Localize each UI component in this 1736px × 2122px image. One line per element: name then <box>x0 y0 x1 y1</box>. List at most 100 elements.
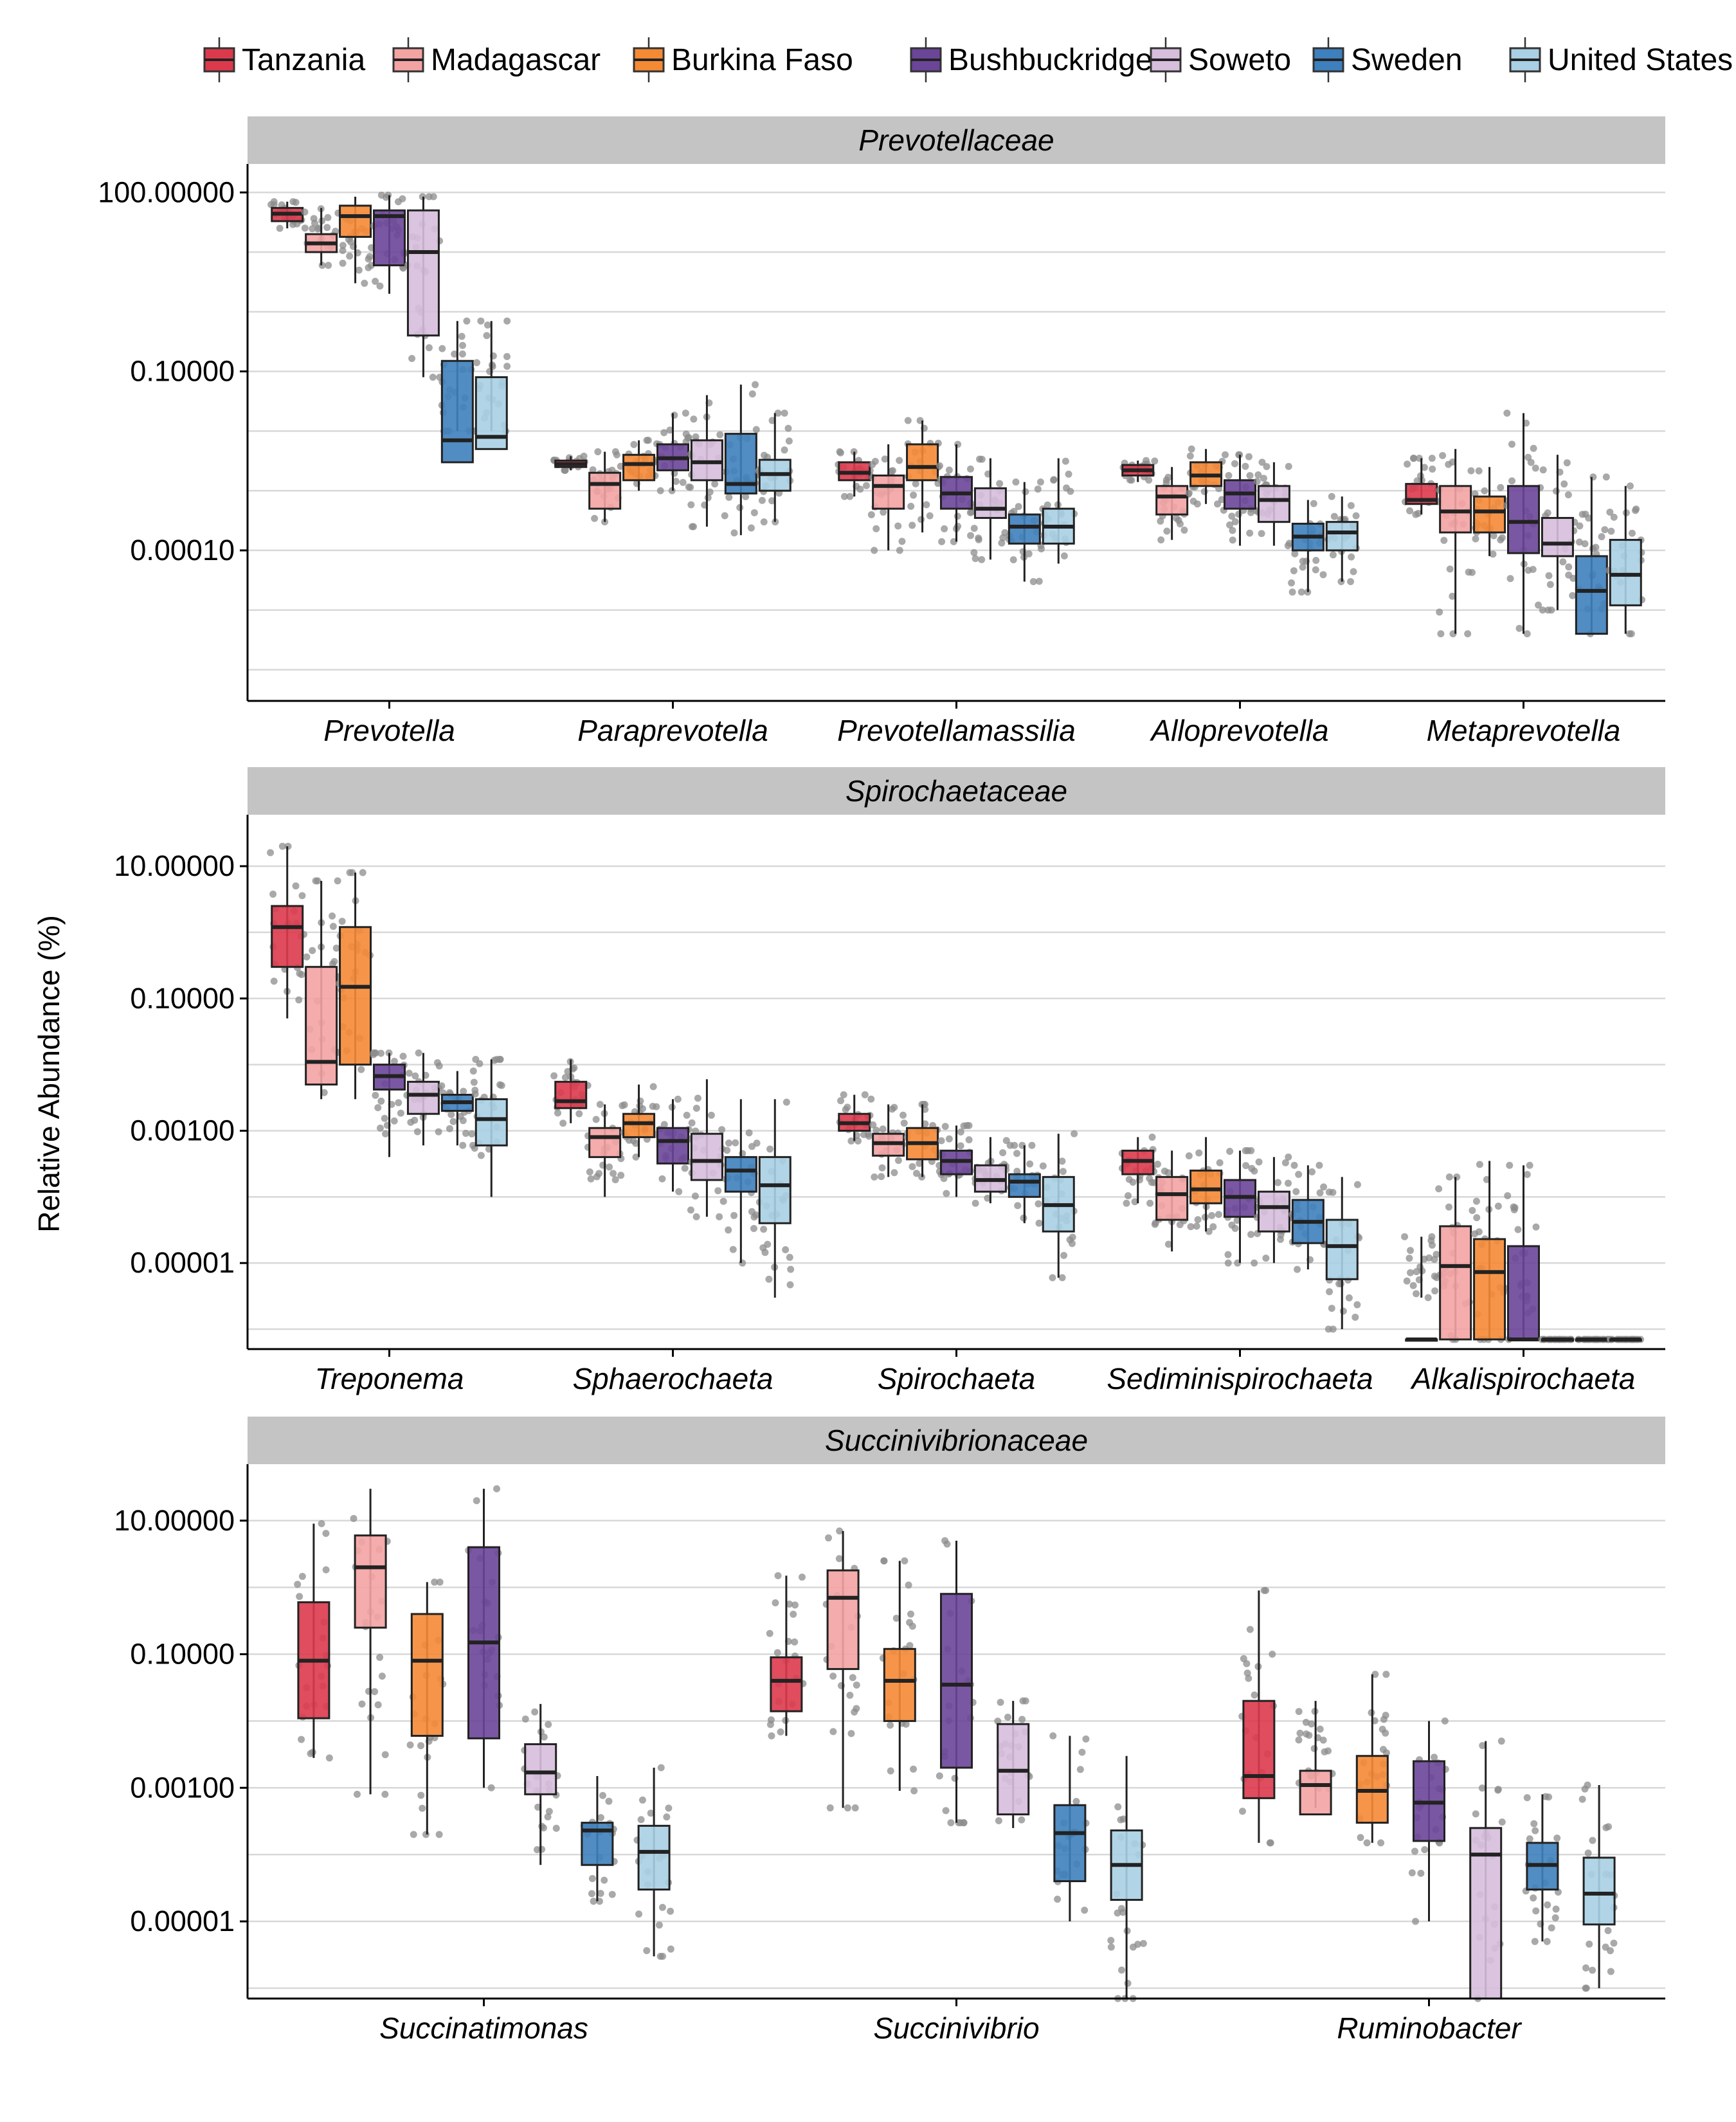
jitter-point <box>1295 1736 1303 1744</box>
y-tick-label: 0.10000 <box>130 982 235 1015</box>
jitter-point <box>725 1139 733 1147</box>
jitter-point <box>891 1169 898 1177</box>
jitter-point <box>1371 1671 1379 1678</box>
jitter-point <box>1214 500 1222 508</box>
jitter-point <box>346 252 354 260</box>
jitter-point <box>913 1170 921 1177</box>
jitter-point <box>887 1721 894 1729</box>
jitter-point <box>1436 608 1443 616</box>
jitter-point <box>1352 1313 1359 1321</box>
box-soweto <box>404 193 444 381</box>
jitter-point <box>1002 1137 1010 1145</box>
box-bushbuckridge <box>1220 451 1260 546</box>
jitter-point <box>1242 1162 1250 1170</box>
jitter-point <box>484 321 491 329</box>
jitter-point <box>377 1049 384 1057</box>
jitter-point <box>1058 1274 1066 1282</box>
jitter-point <box>1019 1697 1027 1705</box>
jitter-point <box>1523 1170 1531 1178</box>
box-bushbuckridge <box>1224 1147 1260 1267</box>
box-madagascar <box>303 877 342 1100</box>
jitter-point <box>370 1049 377 1056</box>
box-body <box>354 1534 387 1629</box>
box-body <box>1257 1190 1290 1233</box>
jitter-point <box>1508 477 1516 485</box>
jitter-point <box>1413 1290 1420 1298</box>
jitter-point <box>1129 1943 1137 1951</box>
jitter-point <box>1627 482 1634 490</box>
jitter-point <box>298 892 306 900</box>
jitter-point <box>706 488 714 496</box>
box-body <box>656 1127 689 1165</box>
jitter-point <box>372 277 379 285</box>
jitter-point <box>410 1831 417 1838</box>
x-category-label: Spirochaeta <box>878 1362 1036 1395</box>
box-united-states <box>1578 1781 1618 1992</box>
jitter-point <box>1194 1216 1202 1224</box>
jitter-point <box>1173 514 1180 522</box>
jitter-point <box>945 466 953 474</box>
jitter-point <box>1439 451 1447 459</box>
jitter-point <box>294 1581 302 1588</box>
jitter-point <box>1539 606 1546 614</box>
box-body <box>637 1824 671 1891</box>
jitter-point <box>460 1087 467 1095</box>
jitter-point <box>1281 1159 1289 1166</box>
jitter-point <box>348 869 356 876</box>
box-body <box>1325 1219 1359 1280</box>
jitter-point <box>397 1109 404 1117</box>
jitter-point <box>853 1681 860 1689</box>
jitter-point <box>1222 451 1229 458</box>
jitter-point <box>1345 1294 1353 1301</box>
box-soweto <box>1253 458 1293 550</box>
jitter-point <box>1242 1147 1249 1154</box>
jitter-point <box>999 1149 1007 1157</box>
jitter-point <box>1292 1188 1300 1195</box>
jitter-point <box>714 1187 722 1195</box>
jitter-point <box>1514 1226 1522 1233</box>
jitter-point <box>941 525 948 532</box>
jitter-point <box>359 869 366 876</box>
jitter-point <box>1565 571 1573 579</box>
jitter-point <box>1235 511 1243 518</box>
box-madagascar <box>1295 1701 1336 1816</box>
jitter-point <box>781 409 788 417</box>
box-tanzania <box>1238 1586 1277 1847</box>
jitter-point <box>407 1118 415 1126</box>
jitter-point <box>1049 1732 1057 1739</box>
jitter-point <box>682 409 689 417</box>
jitter-point <box>1498 1818 1506 1826</box>
jitter-point <box>1319 571 1327 579</box>
jitter-point <box>907 502 915 510</box>
jitter-point <box>301 208 309 216</box>
jitter-point <box>892 1615 900 1622</box>
box-burkina-faso <box>336 869 374 1100</box>
jitter-point <box>862 482 870 489</box>
jitter-point <box>844 1103 851 1111</box>
jitter-point <box>846 493 854 500</box>
jitter-point <box>910 491 918 499</box>
jitter-point <box>1406 507 1413 514</box>
jitter-point <box>590 1898 597 1905</box>
jitter-point <box>1330 512 1338 520</box>
legend-label: Tanzania <box>242 43 365 77</box>
jitter-point <box>681 1165 689 1172</box>
jitter-point <box>1602 473 1610 481</box>
jitter-point <box>889 467 897 475</box>
jitter-point <box>564 1067 572 1075</box>
jitter-point <box>1258 458 1266 466</box>
jitter-point <box>1243 1669 1251 1677</box>
jitter-point <box>1288 588 1296 596</box>
jitter-point <box>1248 1165 1256 1172</box>
jitter-point <box>1308 1720 1316 1728</box>
jitter-point <box>637 1097 644 1105</box>
jitter-point <box>725 1226 732 1234</box>
jitter-point <box>477 317 485 325</box>
jitter-point <box>1164 1169 1172 1177</box>
box-tanzania <box>294 1520 333 1762</box>
jitter-point <box>1294 1265 1301 1273</box>
jitter-point <box>861 1091 869 1099</box>
jitter-point <box>1240 1655 1247 1662</box>
jitter-point <box>1475 467 1483 475</box>
